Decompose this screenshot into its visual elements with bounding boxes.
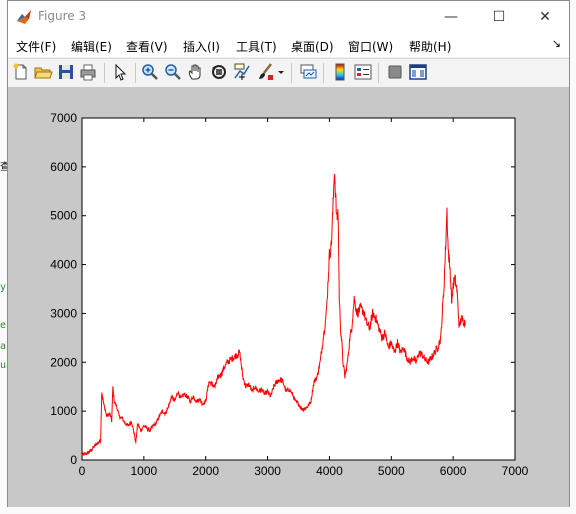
menu-help[interactable]: 帮助(H) [409, 40, 452, 54]
rotate-3d-icon[interactable] [209, 62, 229, 82]
open-file-icon[interactable] [33, 62, 53, 82]
y-axis: 0 1000 2000 3000 4000 5000 6000 7000 [50, 111, 515, 467]
x-tick-label: 2000 [192, 464, 219, 478]
y-tick-label: 6000 [50, 160, 77, 174]
link-plot-icon[interactable] [298, 62, 318, 82]
y-tick-label: 2000 [50, 355, 77, 369]
x-tick-label: 3000 [254, 464, 281, 478]
menu-tools[interactable]: 工具(T) [236, 40, 277, 54]
menu-insert[interactable]: 插入(I) [183, 40, 220, 54]
y-tick-label: 7000 [50, 111, 77, 125]
brush-dropdown-icon[interactable] [276, 62, 286, 82]
y-tick-label: 0 [70, 453, 77, 467]
pan-hand-icon[interactable] [186, 62, 206, 82]
minimize-button[interactable]: — [444, 9, 458, 25]
menu-file[interactable]: 文件(F) [16, 40, 57, 54]
background-text: 查 [0, 162, 10, 173]
toolbar-separator [378, 63, 379, 83]
menu-desktop[interactable]: 桌面(D) [291, 40, 334, 54]
background-text: e [0, 320, 7, 331]
close-button[interactable]: ✕ [539, 9, 551, 25]
maximize-button[interactable]: ☐ [492, 9, 506, 25]
show-plot-tools-icon[interactable] [408, 62, 428, 82]
toolbar-separator [291, 63, 292, 83]
background-text: al [0, 341, 12, 352]
y-tick-label: 4000 [50, 258, 77, 272]
data-series-line[interactable] [81, 173, 466, 456]
figure-canvas-area: 0 1000 2000 3000 4000 5000 6000 7000 0 1000 2000 3… [8, 87, 569, 507]
background-text: ua [0, 360, 12, 371]
matlab-figure-icon [16, 9, 32, 25]
title-bar[interactable]: Figure 3 — ☐ ✕ [8, 1, 569, 33]
x-tick-label: 5000 [378, 464, 405, 478]
brush-icon[interactable] [256, 62, 276, 82]
figure-toolbar [8, 58, 569, 88]
window-title: Figure 3 [38, 9, 87, 23]
save-icon[interactable] [56, 62, 76, 82]
new-figure-icon[interactable] [11, 62, 31, 82]
plot-area[interactable] [81, 117, 516, 461]
x-tick-label: 7000 [502, 464, 529, 478]
menu-bar: 文件(F) 编辑(E) 查看(V) 插入(I) 工具(T) 桌面(D) 窗口(W… [8, 33, 569, 57]
toolbar-separator [104, 63, 105, 83]
y-tick-label: 1000 [50, 404, 77, 418]
print-icon[interactable] [78, 62, 98, 82]
legend-icon[interactable] [353, 62, 373, 82]
dock-arrow-icon[interactable]: ↘ [551, 37, 561, 50]
zoom-out-icon[interactable] [163, 62, 183, 82]
y-tick-label: 3000 [50, 306, 77, 320]
colorbar-icon[interactable] [330, 62, 350, 82]
background-text: y [0, 282, 7, 293]
toolbar-separator [135, 63, 136, 83]
figure-window: Figure 3 — ☐ ✕ 文件(F) 编辑(E) 查看(V) 插入(I) 工… [7, 0, 570, 507]
x-tick-label: 1000 [131, 464, 158, 478]
x-tick-label: 6000 [440, 464, 467, 478]
line-chart: 0 1000 2000 3000 4000 5000 6000 7000 0 1000 2000 3… [50, 111, 529, 478]
x-tick-label: 4000 [316, 464, 343, 478]
menu-edit[interactable]: 编辑(E) [71, 40, 112, 54]
zoom-in-icon[interactable] [140, 62, 160, 82]
x-axis: 0 1000 2000 3000 4000 5000 6000 7000 [79, 118, 529, 478]
pointer-icon[interactable] [110, 62, 130, 82]
hide-plot-tools-icon[interactable] [385, 62, 405, 82]
x-tick-label: 0 [79, 464, 86, 478]
menu-view[interactable]: 查看(V) [126, 40, 168, 54]
y-tick-label: 5000 [50, 209, 77, 223]
menu-window[interactable]: 窗口(W) [348, 40, 394, 54]
data-cursor-icon[interactable] [232, 62, 252, 82]
toolbar-separator [323, 63, 324, 83]
